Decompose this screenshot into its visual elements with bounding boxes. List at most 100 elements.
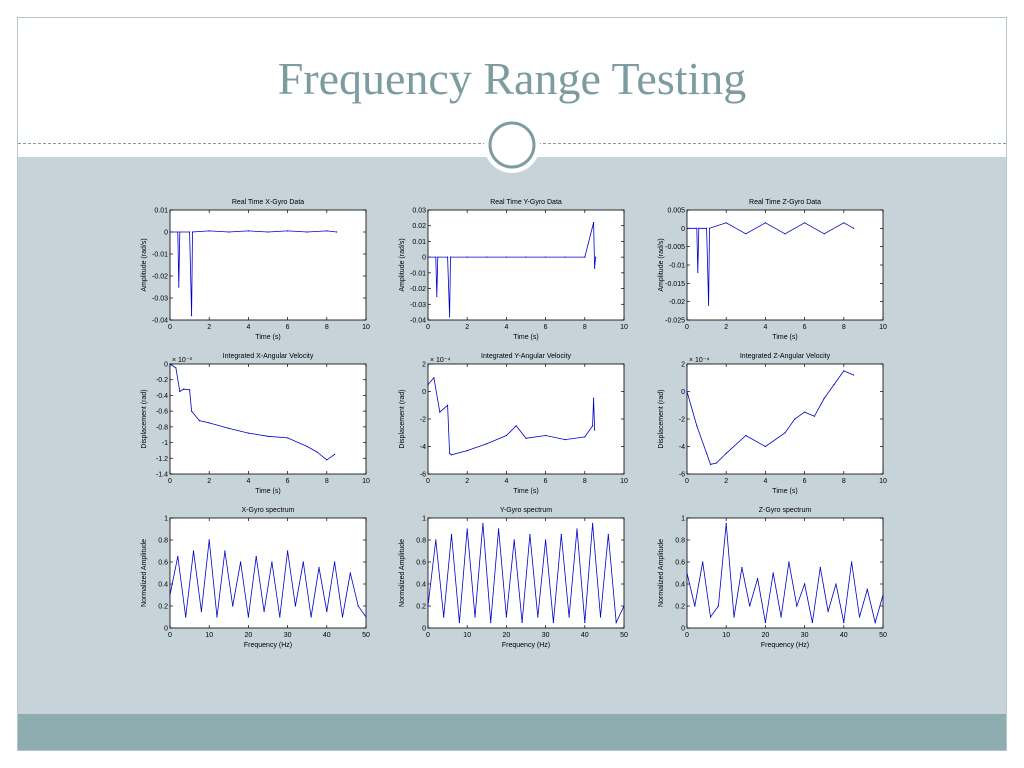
x-tick-label: 0 — [426, 632, 430, 639]
data-point — [466, 256, 468, 258]
y-tick-label: -0.02 — [410, 286, 426, 293]
data-point — [595, 256, 597, 258]
data-point — [696, 425, 698, 427]
data-point — [287, 550, 289, 552]
data-point — [486, 256, 488, 258]
footer-bar — [18, 714, 1006, 750]
data-point — [178, 286, 180, 288]
x-tick-label: 10 — [722, 632, 730, 639]
y-tick-label: -0.01 — [669, 263, 685, 270]
data-point — [310, 616, 312, 618]
chart-9: 0 10 20 30 40 50 1 0.8 0.6 0.4 0.2 0 Z-Gyro spectrum… — [658, 507, 887, 649]
slide-title: Frequency Range Testing — [277, 53, 747, 104]
data-point — [741, 566, 743, 569]
y-tick-label: -1.4 — [156, 472, 168, 479]
data-point — [175, 367, 177, 369]
x-tick-label: 8 — [325, 324, 329, 331]
data-point — [334, 453, 336, 455]
data-point — [169, 363, 171, 365]
data-series-line — [686, 523, 884, 625]
data-point — [443, 616, 445, 618]
chart-2: 0 2 4 6 8 10 0.03 0.02 0.01 0 -0.01 -0.02 -0.03 -0.04… — [399, 199, 628, 341]
data-point — [784, 432, 786, 434]
x-tick-label: 4 — [246, 478, 250, 485]
data-point — [545, 539, 547, 541]
data-point — [191, 315, 193, 317]
chart-title: Real Time X-Gyro Data — [232, 199, 304, 206]
data-point — [255, 555, 257, 558]
data-point — [717, 605, 720, 607]
data-point — [874, 621, 876, 624]
y-tick-label: -6 — [420, 472, 426, 479]
chart-title: Real Time Y-Gyro Data — [490, 199, 562, 206]
data-point — [318, 566, 320, 569]
y-tick-label: 0.02 — [412, 223, 426, 230]
x-axis-label: Frequency (Hz) — [502, 642, 550, 649]
data-point — [433, 377, 435, 379]
x-axis-label: Frequency (Hz) — [244, 642, 292, 649]
y-tick-label: 0.8 — [416, 538, 426, 545]
y-tick-label: 1 — [164, 516, 168, 523]
data-point — [341, 616, 344, 618]
data-point — [449, 452, 451, 454]
y-tick-label: 0.2 — [158, 604, 168, 611]
y-tick-label: -0.04 — [152, 318, 168, 325]
data-point — [326, 230, 328, 232]
data-point — [823, 397, 825, 399]
circle-ornament-icon — [484, 117, 540, 173]
data-series-line — [169, 539, 367, 618]
y-tick-label: 0.01 — [412, 239, 426, 246]
data-point — [466, 450, 468, 452]
data-point — [357, 605, 359, 607]
data-point — [240, 561, 242, 563]
data-point — [823, 233, 825, 235]
chart-7: 0 10 20 30 40 50 1 0.8 0.6 0.4 0.2 0 X-Gyro spectrum… — [141, 507, 370, 649]
x-tick-label: 2 — [724, 478, 728, 485]
y-axis-label: Normalized Amplitude — [658, 539, 665, 607]
data-point — [208, 422, 210, 424]
y-tick-label: 0.4 — [675, 582, 685, 589]
data-point — [764, 621, 767, 624]
data-point — [267, 435, 269, 437]
x-tick-label: 4 — [504, 324, 508, 331]
data-point — [568, 616, 570, 618]
y-tick-label: -2 — [420, 417, 426, 424]
data-point — [745, 434, 747, 437]
y-tick-label: -0.025 — [665, 318, 685, 325]
data-point — [192, 550, 195, 552]
data-point — [365, 616, 367, 618]
data-point — [247, 230, 249, 232]
x-tick-label: 6 — [544, 478, 548, 485]
x-tick-label: 8 — [842, 478, 846, 485]
data-point — [623, 605, 625, 607]
data-point — [224, 550, 226, 552]
y-axis-label: Amplitude (rad/s) — [141, 238, 148, 291]
data-point — [537, 616, 539, 618]
chart-5: 0 2 4 6 8 10 2 0 -2 -4 -6 Integrated Y-Angular Velo… — [399, 353, 628, 495]
x-axis-label: Time (s) — [255, 488, 280, 495]
x-tick-label: 6 — [544, 324, 548, 331]
data-point — [593, 222, 595, 224]
data-point — [232, 605, 234, 607]
y-exponent-label: × 10⁻⁴ — [689, 357, 710, 364]
data-point — [592, 522, 594, 525]
plot-area — [427, 517, 625, 629]
x-axis-label: Time (s) — [772, 334, 797, 341]
data-point — [615, 621, 617, 624]
data-point — [592, 425, 594, 427]
y-tick-label: 2 — [422, 362, 426, 369]
y-exponent-label: × 10⁻⁴ — [430, 357, 451, 364]
data-point — [247, 432, 249, 434]
chart-title: Real Time Z-Gyro Data — [749, 199, 821, 206]
y-tick-label: -0.8 — [156, 424, 168, 431]
y-axis-label: Amplitude (rad/s) — [399, 238, 406, 291]
data-point — [450, 533, 453, 536]
chart-4: 0 2 4 6 8 10 0 -0.2 -0.4 -0.6 -0.8 -1 -1.2 -1.4 Integr… — [141, 353, 370, 495]
data-point — [584, 621, 586, 624]
y-tick-label: -0.015 — [665, 281, 685, 288]
data-point — [560, 533, 562, 536]
data-point — [851, 561, 853, 563]
y-tick-label: 0 — [164, 626, 168, 633]
data-point — [189, 231, 191, 233]
data-point — [584, 256, 586, 258]
